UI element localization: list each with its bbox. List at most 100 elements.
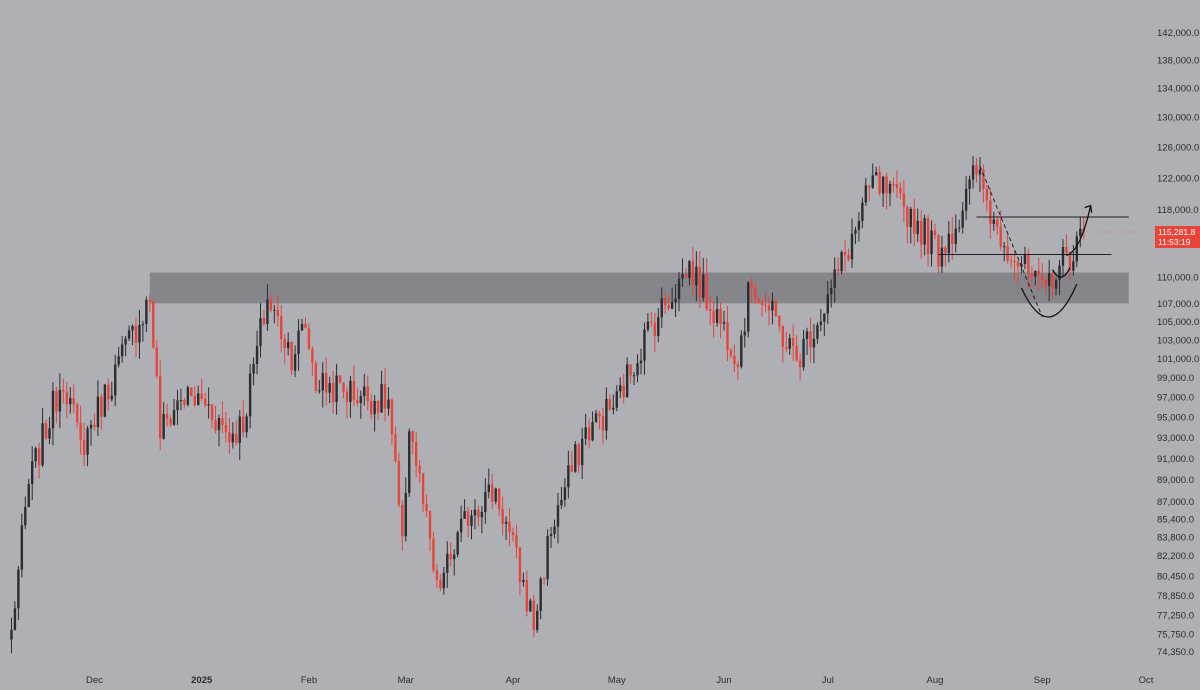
candle-body (58, 389, 62, 412)
candle (625, 357, 629, 398)
price-tick-label: 130,000.0 (1157, 113, 1199, 124)
candle-body (861, 202, 864, 221)
candle-body (203, 398, 207, 406)
candle-body (96, 396, 100, 428)
candle-body (1051, 273, 1054, 289)
candle (753, 283, 757, 305)
candle-body (245, 416, 248, 433)
candle (712, 301, 715, 338)
price-tick-label: 103,000.0 (1157, 335, 1199, 346)
candle-body (321, 372, 324, 391)
candle (913, 198, 916, 247)
candle (37, 442, 41, 479)
candle (269, 294, 273, 313)
candle (456, 530, 459, 558)
candle (321, 362, 324, 408)
candle-body (401, 504, 404, 537)
time-axis: Dec 2025 Feb Mar Apr May Jun Jul Aug Sep Oct (86, 675, 1154, 686)
candle (200, 377, 203, 402)
price-tick-label: 122,000.0 (1157, 173, 1199, 184)
candle (622, 374, 625, 404)
candle (992, 211, 996, 231)
candle-body (55, 390, 58, 412)
candle-body (978, 169, 982, 175)
price-tick-label: 95,000.0 (1157, 413, 1194, 424)
candle (778, 315, 781, 332)
candle (798, 353, 802, 381)
candle (580, 427, 584, 480)
candle (491, 473, 494, 510)
candle (165, 403, 169, 427)
candle-body (702, 274, 705, 298)
candle-body (760, 302, 764, 305)
candle-body (141, 324, 145, 326)
price-tick-label: 118,000.0 (1157, 205, 1199, 216)
candle (107, 378, 110, 412)
candles (10, 156, 1085, 654)
price-tick-label: 134,000.0 (1157, 84, 1199, 95)
candle (553, 519, 556, 539)
candle-body (228, 432, 231, 443)
candle-body (767, 306, 771, 311)
candle-body (805, 331, 809, 339)
candle-body (574, 444, 577, 472)
candle-body (48, 428, 51, 439)
candle-body (186, 387, 190, 405)
price-tick-label: 80,450.0 (1157, 572, 1194, 583)
candle-body (522, 579, 525, 582)
candle-body (750, 282, 753, 288)
candle-body (100, 396, 103, 417)
candle-body (1023, 253, 1027, 264)
candle (214, 406, 217, 434)
candle (1061, 239, 1065, 276)
candle (567, 450, 570, 499)
candle-body (89, 424, 93, 429)
projection-arrow (1066, 205, 1092, 256)
candle-body (127, 330, 131, 339)
time-tick-label: Dec (86, 675, 103, 686)
candle (587, 418, 591, 449)
candle (982, 164, 985, 203)
candle-body (791, 338, 795, 346)
candle (875, 166, 878, 176)
candle (210, 404, 214, 429)
candle-body (335, 375, 338, 403)
price-tick-label: 77,250.0 (1157, 610, 1194, 621)
candle (480, 506, 484, 534)
candle (518, 547, 522, 596)
candle-body (190, 387, 193, 396)
candle-body (691, 261, 695, 286)
candle-body (712, 311, 715, 323)
candle (833, 257, 836, 303)
candle (830, 279, 833, 308)
candle-body (394, 434, 397, 461)
candle-body (494, 488, 497, 502)
candle-body (93, 424, 96, 428)
candle-body (681, 274, 684, 279)
candle (923, 214, 926, 256)
candle (563, 478, 567, 507)
candle (816, 322, 819, 344)
candle (41, 408, 44, 468)
candle-body (940, 247, 944, 267)
candle (1047, 259, 1051, 302)
candle (124, 335, 127, 357)
candle (747, 280, 750, 338)
candle (632, 372, 636, 385)
candle-body (414, 442, 418, 466)
candle (439, 574, 442, 592)
candle (539, 576, 542, 620)
candle-body (726, 322, 729, 351)
candle-body (304, 323, 307, 329)
candle (162, 402, 165, 440)
candle (951, 216, 954, 260)
candle (847, 248, 850, 262)
candle (131, 324, 134, 346)
candle-body (383, 383, 387, 409)
candle-body (72, 398, 75, 405)
candle (286, 332, 290, 356)
candle (857, 212, 861, 242)
candle (193, 386, 196, 407)
candle (404, 477, 407, 542)
